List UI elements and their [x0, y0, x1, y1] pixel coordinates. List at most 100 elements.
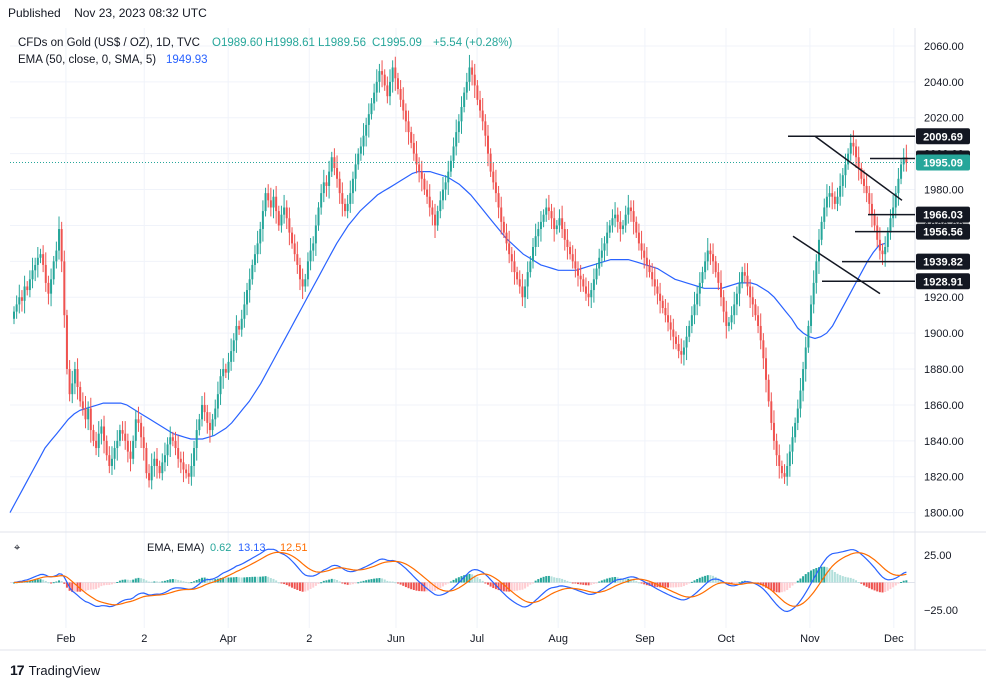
candle-body: [153, 458, 156, 466]
candle-body: [645, 257, 648, 265]
candle-body: [547, 207, 550, 212]
candle-body: [42, 254, 45, 265]
candle-body: [208, 422, 211, 431]
candle-body: [23, 286, 26, 301]
candle-body: [15, 304, 18, 312]
candle-body: [471, 67, 474, 75]
candle-body: [473, 74, 476, 86]
time-axis-label: 2: [141, 633, 147, 645]
candle-body: [696, 293, 699, 305]
candle-body: [873, 214, 876, 226]
price-axis-label: 1800.00: [924, 508, 964, 520]
macd-collapse-icon[interactable]: ⌖: [14, 542, 20, 554]
macd-hist-bar: [153, 581, 156, 583]
macd-hist-bar: [862, 582, 865, 586]
candle-body: [698, 282, 701, 294]
price-axis-label: 1900.00: [924, 328, 964, 340]
candle-body: [232, 340, 235, 352]
candle-body: [132, 440, 135, 459]
candle-body: [759, 325, 762, 341]
macd-hist-bar: [696, 579, 699, 583]
candle-body: [831, 193, 834, 197]
macd-hist-bar: [357, 582, 360, 584]
candle-body: [640, 243, 643, 251]
candle-body: [206, 412, 209, 423]
macd-hist-bar: [306, 582, 309, 591]
macd-hist-bar: [182, 581, 185, 583]
macd-hist-bar: [13, 582, 15, 584]
candle-body: [163, 455, 166, 463]
candle-body: [550, 211, 553, 219]
candle-body: [79, 386, 82, 402]
macd-hist-bar: [794, 582, 797, 584]
price-tag-bg: [916, 154, 970, 171]
macd-hist-bar: [600, 580, 603, 583]
macd-hist-bar: [36, 579, 39, 583]
candle-body: [611, 218, 614, 226]
published-header: Published Nov 23, 2023 08:32 UTC: [8, 6, 217, 20]
macd-hist-bar: [63, 582, 66, 584]
macd-hist-bar: [426, 582, 429, 592]
macd-hist-bar: [706, 575, 709, 583]
macd-hist-bar: [521, 582, 524, 590]
macd-hist-bar: [124, 579, 127, 583]
macd-hist-bar: [126, 579, 129, 583]
macd-hist-bar: [772, 582, 775, 592]
macd-hist-bar: [280, 582, 283, 584]
macd-hist-bar: [802, 576, 805, 583]
macd-hist-bar: [558, 578, 561, 583]
candle-body: [667, 315, 670, 323]
macd-hist-bar: [206, 578, 209, 583]
macd-hist-bar: [50, 582, 53, 584]
macd-hist-bar: [381, 578, 384, 583]
macd-hist-bar: [479, 579, 482, 583]
macd-hist-bar: [653, 582, 656, 587]
candle-body: [905, 157, 908, 163]
macd-hist-bar: [844, 576, 847, 583]
candle-body: [182, 462, 185, 470]
candle-body: [100, 426, 103, 434]
macd-hist-bar: [134, 578, 137, 583]
candle-body: [269, 200, 272, 208]
macd-hist-bar: [362, 580, 365, 583]
tradingview-footer[interactable]: 17 TradingView: [10, 662, 100, 678]
candle-body: [95, 440, 98, 449]
macd-hist-bar: [839, 575, 842, 583]
macd-hist-bar: [137, 577, 140, 583]
candle-body: [635, 221, 638, 233]
candle-body: [632, 211, 635, 222]
macd-hist-bar: [868, 582, 871, 589]
macd-hist-bar: [187, 582, 190, 584]
macd-hist-bar: [269, 578, 272, 583]
candle-body: [817, 239, 820, 262]
price-tag-bg: [916, 128, 970, 145]
published-label: Published: [8, 6, 61, 20]
candle-body: [492, 171, 495, 183]
macd-hist-bar: [336, 580, 339, 583]
candle-body: [841, 175, 844, 186]
candle-body: [317, 207, 320, 226]
macd-hist-bar: [876, 582, 879, 592]
macd-hist-bar: [65, 582, 68, 588]
macd-hist-bar: [807, 572, 810, 583]
macd-hist-bar: [810, 570, 813, 583]
time-axis-label: Jun: [387, 633, 405, 645]
candle-body: [351, 178, 354, 194]
macd-hist-bar: [28, 580, 31, 583]
candle-body: [436, 211, 439, 226]
candle-body: [28, 279, 31, 291]
published-date: Nov 23, 2023 08:32 UTC: [74, 6, 207, 20]
candle-body: [31, 270, 34, 280]
macd-hist-bar: [714, 576, 717, 583]
candle-body: [452, 146, 455, 161]
macd-hist-bar: [304, 582, 307, 592]
candle-body: [476, 85, 479, 100]
macd-hist-bar: [855, 580, 858, 583]
macd-hist-bar: [179, 580, 182, 583]
candle-body: [121, 430, 124, 434]
macd-hist-bar: [58, 580, 61, 583]
macd-hist-bar: [688, 582, 691, 584]
macd-hist-bar: [659, 582, 662, 588]
candle-body: [309, 250, 312, 262]
